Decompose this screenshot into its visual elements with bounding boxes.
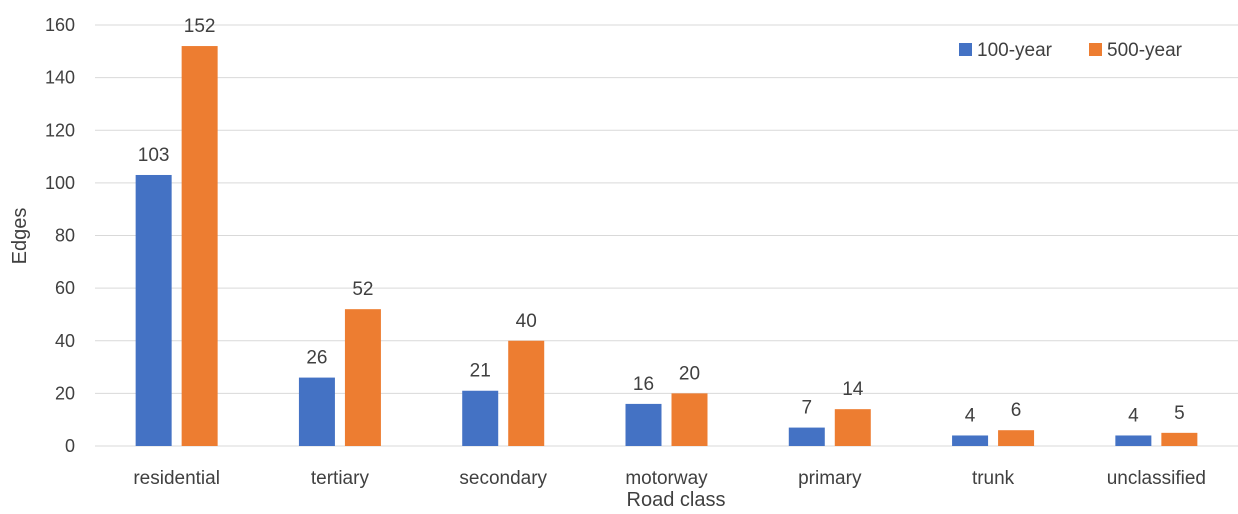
bar-500-year-motorway xyxy=(671,393,708,446)
y-axis-ticks: 0 20 40 60 80 100 120 140 160 xyxy=(45,15,75,456)
x-tick-label: secondary xyxy=(459,468,547,489)
legend: 100-year 500-year xyxy=(959,40,1183,61)
bar-100-year-unclassified xyxy=(1115,435,1152,446)
data-label: 103 xyxy=(138,145,170,166)
data-label: 6 xyxy=(1011,400,1022,421)
data-label: 7 xyxy=(801,398,812,419)
data-label: 20 xyxy=(679,363,700,384)
x-axis-categories: residential tertiary secondary motorway prim… xyxy=(133,468,1206,489)
data-label: 40 xyxy=(516,311,537,332)
y-tick-label: 20 xyxy=(55,383,75,403)
y-tick-label: 120 xyxy=(45,120,75,140)
data-labels: 103 152 26 52 21 40 16 20 7 14 4 6 4 5 xyxy=(138,16,1185,426)
legend-label-500-year: 500-year xyxy=(1107,40,1183,61)
bar-500-year-primary xyxy=(834,409,871,446)
x-tick-label: trunk xyxy=(972,468,1015,489)
legend-swatch-500-year xyxy=(1089,43,1102,56)
data-label: 4 xyxy=(1128,405,1139,426)
data-label: 21 xyxy=(470,361,491,382)
y-tick-label: 160 xyxy=(45,15,75,35)
y-tick-label: 40 xyxy=(55,331,75,351)
legend-swatch-100-year xyxy=(959,43,972,56)
x-tick-label: unclassified xyxy=(1107,468,1206,489)
data-label: 4 xyxy=(965,405,976,426)
data-label: 5 xyxy=(1174,403,1185,424)
x-tick-label: tertiary xyxy=(311,468,370,489)
bar-100-year-tertiary xyxy=(298,377,335,446)
bar-100-year-trunk xyxy=(952,435,989,446)
data-label: 16 xyxy=(633,374,654,395)
y-tick-label: 0 xyxy=(65,436,75,456)
y-tick-label: 140 xyxy=(45,68,75,88)
x-axis-title: Road class xyxy=(627,489,726,511)
y-tick-label: 80 xyxy=(55,226,75,246)
bar-500-year-residential xyxy=(181,46,218,447)
legend-label-100-year: 100-year xyxy=(977,40,1053,61)
bar-500-year-unclassified xyxy=(1161,432,1198,446)
bar-500-year-trunk xyxy=(998,430,1035,446)
bars xyxy=(135,46,1198,447)
bar-100-year-primary xyxy=(788,427,825,446)
data-label: 152 xyxy=(184,16,216,37)
bar-100-year-residential xyxy=(135,174,172,446)
bar-500-year-secondary xyxy=(508,340,545,446)
y-tick-label: 60 xyxy=(55,278,75,298)
x-tick-label: primary xyxy=(798,468,862,489)
x-tick-label: motorway xyxy=(625,468,708,489)
y-axis-title: Edges xyxy=(9,208,31,265)
bar-500-year-tertiary xyxy=(344,309,381,446)
data-label: 26 xyxy=(306,348,327,369)
y-tick-label: 100 xyxy=(45,173,75,193)
bar-100-year-secondary xyxy=(462,390,499,446)
data-label: 14 xyxy=(842,379,864,400)
x-tick-label: residential xyxy=(133,468,220,489)
data-label: 52 xyxy=(352,279,373,300)
bar-100-year-motorway xyxy=(625,403,662,446)
grid xyxy=(95,24,1238,447)
